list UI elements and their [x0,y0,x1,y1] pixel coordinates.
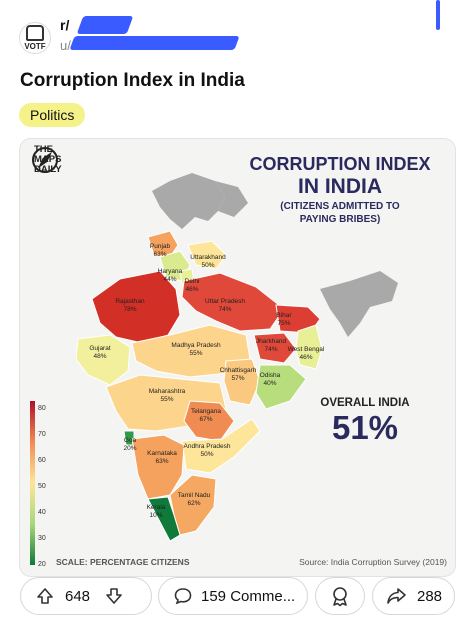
value-chhattisgarh: 57% [231,375,244,382]
label-delhi: Delhi [185,278,200,285]
value-punjab: 63% [153,251,166,258]
value-gujarat: 48% [93,353,106,360]
label-west-bengal: West Bengal [288,346,325,353]
state-jharkhand [253,332,297,364]
state-gujarat [75,334,131,386]
state-uttarakhand [187,240,227,270]
value-maharashtra: 55% [160,396,173,403]
brand-logo: THE MAPS DAILY [30,145,79,175]
post-title[interactable]: Corruption Index in India [20,70,245,91]
label-haryana: Haryana [158,268,183,275]
scale-tick: 30 [38,535,46,542]
scale-tick: 60 [38,457,46,464]
redaction-mark [76,16,134,34]
vote-bar: 648 [20,577,152,615]
label-uttar-pradesh: Uttar Pradesh [205,298,245,305]
label-karnataka: Karnataka [147,450,177,457]
label-punjab: Punjab [150,243,171,250]
votf-logo-icon [26,25,44,41]
scale-tick: 80 [38,405,46,412]
subreddit-avatar[interactable]: VOTF [19,22,51,54]
label-uttarakhand: Uttarakhand [190,254,226,261]
color-scale-bar [30,401,35,565]
value-karnataka: 63% [155,458,168,465]
redaction-mark [69,36,240,50]
value-andhra-pradesh: 50% [200,451,213,458]
state-punjab [147,230,179,258]
post-image[interactable]: Punjab 63% Uttarakhand 50% Haryana 44% D… [19,138,456,577]
value-goa: 20% [123,445,136,452]
value-madhya-pradesh: 55% [189,350,202,357]
value-rajasthan: 78% [123,306,136,313]
share-count: 288 [417,587,443,605]
northeast-region [320,271,398,337]
label-chhattisgarh: Chhattisgarh [220,367,257,374]
infographic-title: CORRUPTION INDEX IN INDIA (CITIZENS ADMI… [249,154,431,225]
label-bihar: Bihar [276,312,292,319]
share-arrow-icon [387,588,406,604]
source-credit: Source: India Corruption Survey (2019) [299,557,447,567]
downvote-icon[interactable] [104,586,124,606]
comment-count: 159 Comme... [201,587,296,605]
india-map: Punjab 63% Uttarakhand 50% Haryana 44% D… [30,173,398,568]
state-andhra-pradesh [181,418,261,474]
label-madhya-pradesh: Madhya Pradesh [171,342,221,349]
value-haryana: 44% [163,276,176,283]
label-tamil-nadu: Tamil Nadu [178,492,211,499]
label-maharashtra: Maharashtra [149,388,186,395]
vote-count: 648 [65,587,91,605]
scale-tick: 40 [38,509,46,516]
comments-button[interactable]: 159 Comme... [158,577,308,615]
label-odisha: Odisha [260,372,281,379]
state-odisha [255,364,307,410]
scale-label: SCALE: PERCENTAGE CITIZENS [56,557,190,567]
kashmir-region [152,173,225,229]
scale-tick: 70 [38,431,46,438]
scale-tick: 50 [38,483,46,490]
compass-icon [32,147,58,173]
state-west-bengal [295,324,323,370]
value-west-bengal: 46% [299,354,312,361]
value-odisha: 40% [263,380,276,387]
label-telangana: Telangana [191,408,221,415]
state-uttar-pradesh [181,272,285,332]
label-rajasthan: Rajasthan [115,298,145,305]
comment-bubble-icon [174,588,192,605]
subreddit-name[interactable]: r/ [60,17,70,33]
state-rajasthan [91,270,181,344]
redaction-mark [436,0,440,30]
label-kerala: Kerala [147,504,166,511]
share-button[interactable]: 288 [372,577,455,615]
overall-india: OVERALL INDIA 51% [320,397,410,446]
author-username[interactable]: u/ [60,38,71,53]
post-header: VOTF r/ u/ [0,0,474,64]
value-telangana: 67% [199,416,212,423]
label-andhra-pradesh: Andhra Pradesh [184,443,231,450]
value-bihar: 75% [277,320,290,327]
value-uttar-pradesh: 74% [218,306,231,313]
upvote-icon[interactable] [35,586,55,606]
state-chhattisgarh [223,358,261,406]
value-kerala: 10% [149,512,162,519]
state-karnataka [131,434,185,500]
value-uttarakhand: 50% [201,262,214,269]
post-flair[interactable]: Politics [19,103,86,127]
value-delhi: 46% [185,286,198,293]
ladakh-region [215,181,248,217]
label-jharkhand: Jharkhand [256,338,287,345]
award-button[interactable] [315,577,365,615]
award-icon [333,587,347,607]
scale-tick: 20 [38,561,46,568]
value-tamil-nadu: 62% [187,500,200,507]
value-jharkhand: 74% [264,346,277,353]
label-gujarat: Gujarat [89,345,111,352]
label-goa: Goa [124,437,137,444]
state-kerala [147,496,181,542]
